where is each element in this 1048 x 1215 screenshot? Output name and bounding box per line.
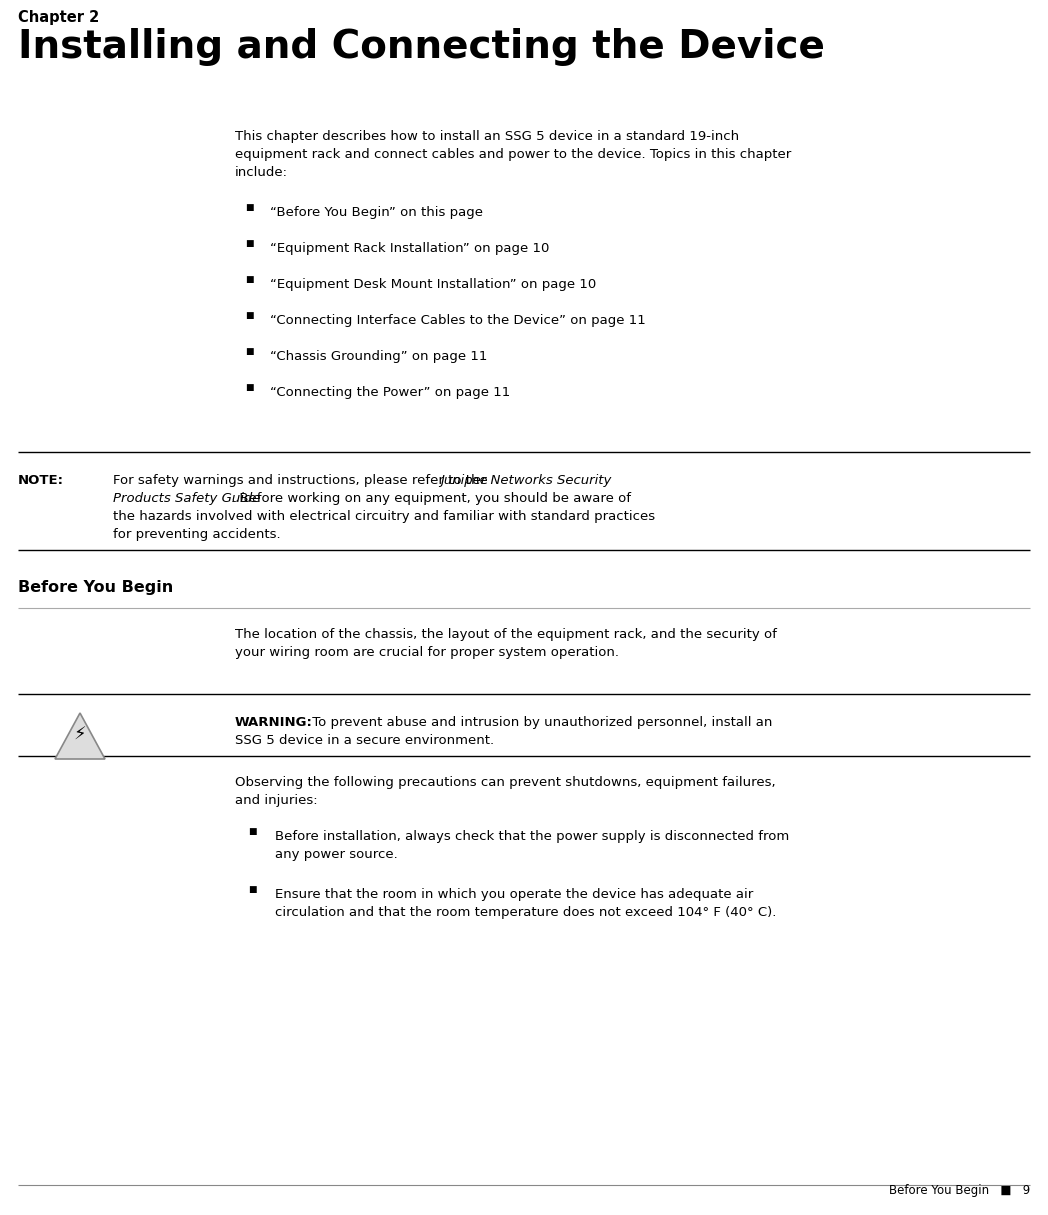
Text: include:: include: <box>235 166 288 179</box>
Text: Ensure that the room in which you operate the device has adequate air: Ensure that the room in which you operat… <box>275 888 754 902</box>
Text: For safety warnings and instructions, please refer to the: For safety warnings and instructions, pl… <box>113 474 492 487</box>
Text: Installing and Connecting the Device: Installing and Connecting the Device <box>18 28 825 66</box>
Text: Products Safety Guide: Products Safety Guide <box>113 492 260 505</box>
Text: the hazards involved with electrical circuitry and familiar with standard practi: the hazards involved with electrical cir… <box>113 510 655 522</box>
Text: ■: ■ <box>245 239 254 248</box>
Text: “Connecting Interface Cables to the Device” on page 11: “Connecting Interface Cables to the Devi… <box>270 313 646 327</box>
Text: ■: ■ <box>245 347 254 356</box>
Text: ⚡: ⚡ <box>73 727 86 744</box>
Text: “Equipment Desk Mount Installation” on page 10: “Equipment Desk Mount Installation” on p… <box>270 278 596 292</box>
Text: This chapter describes how to install an SSG 5 device in a standard 19-inch: This chapter describes how to install an… <box>235 130 739 143</box>
Polygon shape <box>54 713 105 759</box>
Text: for preventing accidents.: for preventing accidents. <box>113 529 281 541</box>
Text: “Chassis Grounding” on page 11: “Chassis Grounding” on page 11 <box>270 350 487 363</box>
Text: “Connecting the Power” on page 11: “Connecting the Power” on page 11 <box>270 386 510 399</box>
Text: Before You Begin   ■   9: Before You Begin ■ 9 <box>889 1183 1030 1197</box>
Text: WARNING:: WARNING: <box>235 716 313 729</box>
Text: ■: ■ <box>245 275 254 284</box>
Text: Juniper Networks Security: Juniper Networks Security <box>440 474 611 487</box>
Text: “Equipment Rack Installation” on page 10: “Equipment Rack Installation” on page 10 <box>270 242 549 255</box>
Text: any power source.: any power source. <box>275 848 398 861</box>
Text: and injuries:: and injuries: <box>235 793 318 807</box>
Text: ■: ■ <box>245 203 254 211</box>
Text: Before installation, always check that the power supply is disconnected from: Before installation, always check that t… <box>275 830 789 843</box>
Text: NOTE:: NOTE: <box>18 474 64 487</box>
Text: To prevent abuse and intrusion by unauthorized personnel, install an: To prevent abuse and intrusion by unauth… <box>308 716 772 729</box>
Text: Chapter 2: Chapter 2 <box>18 10 100 26</box>
Text: ■: ■ <box>248 885 257 894</box>
Text: “Before You Begin” on this page: “Before You Begin” on this page <box>270 207 483 219</box>
Text: Before You Begin: Before You Begin <box>18 580 173 595</box>
Text: The location of the chassis, the layout of the equipment rack, and the security : The location of the chassis, the layout … <box>235 628 777 642</box>
Text: ■: ■ <box>248 827 257 836</box>
Text: ■: ■ <box>245 383 254 392</box>
Text: your wiring room are crucial for proper system operation.: your wiring room are crucial for proper … <box>235 646 619 659</box>
Text: ■: ■ <box>245 311 254 320</box>
Text: equipment rack and connect cables and power to the device. Topics in this chapte: equipment rack and connect cables and po… <box>235 148 791 162</box>
Text: SSG 5 device in a secure environment.: SSG 5 device in a secure environment. <box>235 734 494 747</box>
Text: Observing the following precautions can prevent shutdowns, equipment failures,: Observing the following precautions can … <box>235 776 776 789</box>
Text: . Before working on any equipment, you should be aware of: . Before working on any equipment, you s… <box>231 492 631 505</box>
Text: circulation and that the room temperature does not exceed 104° F (40° C).: circulation and that the room temperatur… <box>275 906 777 919</box>
